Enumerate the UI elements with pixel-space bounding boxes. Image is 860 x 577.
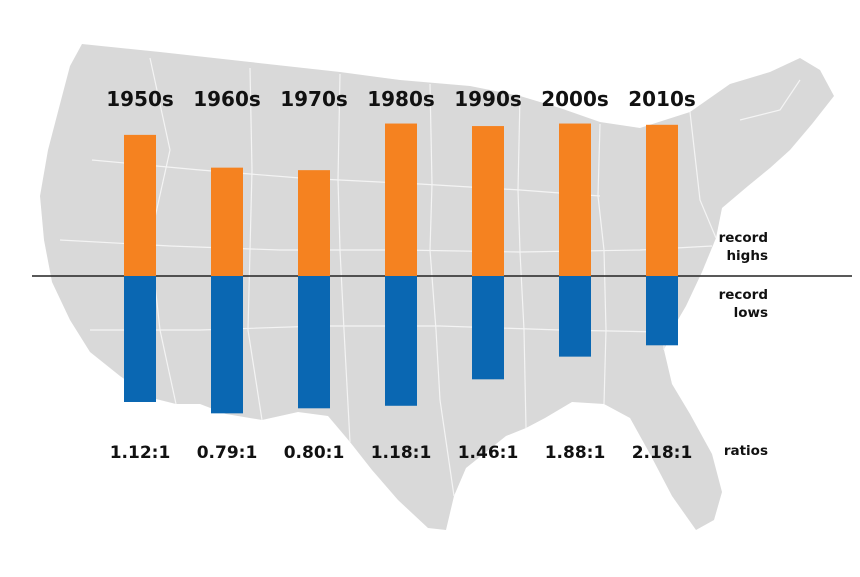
bars xyxy=(124,123,678,414)
decade-label: 2010s xyxy=(628,87,696,111)
decade-label: 1980s xyxy=(367,87,435,111)
bar-record-highs-1980s xyxy=(385,123,417,276)
record-lows-label: record xyxy=(719,287,768,303)
record-highs-label: highs xyxy=(726,248,768,264)
decade-label: 1950s xyxy=(106,87,174,111)
bar-record-lows-1970s xyxy=(298,276,330,409)
bar-record-lows-1950s xyxy=(124,276,156,402)
bar-record-highs-2000s xyxy=(559,123,591,276)
bar-record-highs-2010s xyxy=(646,124,678,276)
bar-record-highs-1960s xyxy=(211,167,243,276)
ratio-label: 1.18:1 xyxy=(371,443,432,463)
decade-label: 1990s xyxy=(454,87,522,111)
labels: 1950s 1.12:1 1960s 0.79:1 1970s 0.80:1 1980s 1.… xyxy=(106,87,768,463)
bar-record-lows-2000s xyxy=(559,276,591,357)
bar-record-highs-1970s xyxy=(298,170,330,276)
bar-record-lows-1960s xyxy=(211,276,243,414)
record-highs-label: record xyxy=(719,230,768,246)
ratio-label: 1.12:1 xyxy=(110,443,171,463)
decade-label: 2000s xyxy=(541,87,609,111)
ratio-label: 1.46:1 xyxy=(458,443,519,463)
ratio-label: 1.88:1 xyxy=(545,443,606,463)
ratio-label: 0.80:1 xyxy=(284,443,345,463)
ratios-label: ratios xyxy=(724,443,768,459)
decade-label: 1970s xyxy=(280,87,348,111)
bar-record-lows-1990s xyxy=(472,276,504,380)
bar-record-lows-1980s xyxy=(385,276,417,406)
ratio-label: 2.18:1 xyxy=(632,443,693,463)
ratio-label: 0.79:1 xyxy=(197,443,258,463)
bar-record-highs-1950s xyxy=(124,134,156,276)
record-lows-label: lows xyxy=(734,305,768,321)
bar-record-lows-2010s xyxy=(646,276,678,346)
decade-label: 1960s xyxy=(193,87,261,111)
bar-record-highs-1990s xyxy=(472,126,504,276)
